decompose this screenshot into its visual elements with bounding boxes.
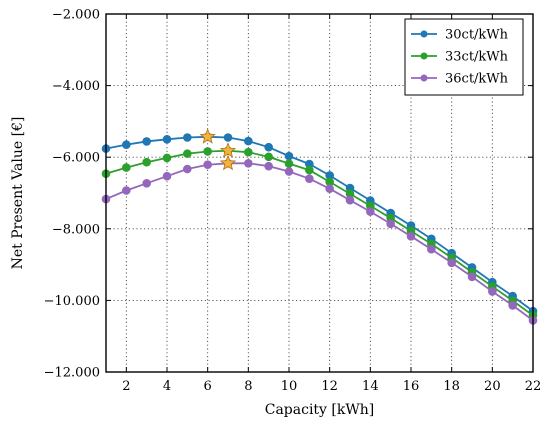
series-line-3 <box>105 162 534 322</box>
data-point <box>325 184 334 194</box>
legend-label: 30ct/kWh <box>445 28 509 43</box>
data-point <box>142 157 151 167</box>
optimum-star-marker <box>199 128 216 144</box>
legend-label: 36ct/kWh <box>445 72 509 87</box>
data-point <box>183 133 192 142</box>
data-point <box>203 160 212 170</box>
data-point <box>386 219 395 229</box>
data-point <box>366 207 375 216</box>
x-tick-label: 20 <box>484 379 501 394</box>
x-tick-label: 12 <box>321 379 338 394</box>
data-point <box>345 195 355 205</box>
tick-layer: 2 4 6 8 10 12 14 16 18 20 22 −2.000 −4.000 −6.000 −8.0… <box>44 8 542 395</box>
y-tick-label: −12.000 <box>44 366 100 381</box>
y-tick-label: −10.000 <box>44 294 100 309</box>
data-point <box>284 151 294 161</box>
data-point <box>508 301 517 310</box>
data-point <box>183 149 192 158</box>
data-point <box>122 186 131 195</box>
y-tick-label: −2.000 <box>52 8 100 23</box>
data-point <box>162 135 172 144</box>
data-point <box>162 153 172 163</box>
data-point <box>142 137 151 146</box>
data-point <box>305 165 314 175</box>
data-point <box>122 140 131 149</box>
y-tick-label: −4.000 <box>52 79 100 94</box>
data-point <box>264 161 273 171</box>
series-line-2 <box>105 149 534 317</box>
optimum-layer <box>199 128 237 171</box>
plot-frame <box>105 13 534 373</box>
data-point <box>406 232 416 241</box>
y-tick-label: −6.000 <box>52 151 100 166</box>
data-point <box>488 287 497 296</box>
data-point <box>305 174 314 183</box>
data-point <box>223 133 233 142</box>
x-tick-label: 4 <box>163 379 171 394</box>
x-tick-label: 10 <box>281 379 298 394</box>
x-tick-label: 8 <box>244 379 252 394</box>
data-point <box>264 142 273 152</box>
x-tick-label: 14 <box>362 379 379 394</box>
x-tick-label: 22 <box>525 379 542 394</box>
data-point <box>447 258 456 268</box>
legend-label: 33ct/kWh <box>445 50 509 65</box>
data-point <box>264 152 273 162</box>
data-point <box>244 147 253 157</box>
x-tick-label: 2 <box>122 379 130 394</box>
y-axis-label: Net Present Value [€] <box>10 117 26 270</box>
x-tick-label: 18 <box>443 379 460 394</box>
legend: 30ct/kWh 33ct/kWh 36ct/kWh <box>404 18 524 96</box>
data-point <box>203 147 212 156</box>
data-point <box>142 179 151 188</box>
x-tick-label: 16 <box>403 379 420 394</box>
legend-marker <box>420 30 428 38</box>
series-line-1 <box>105 135 534 312</box>
optimum-star-marker <box>219 142 237 158</box>
legend-marker <box>420 74 428 82</box>
series-layer <box>105 135 534 322</box>
data-point <box>183 164 192 174</box>
data-point <box>162 171 172 181</box>
data-point <box>427 244 436 254</box>
optimum-star-marker <box>219 154 237 171</box>
data-point <box>244 158 253 168</box>
data-point <box>284 167 294 176</box>
x-tick-label: 6 <box>204 379 212 394</box>
y-tick-label: −8.000 <box>52 222 100 237</box>
data-point <box>122 163 131 172</box>
x-axis-label: Capacity [kWh] <box>265 402 374 418</box>
data-point <box>244 136 253 146</box>
legend-marker <box>420 52 428 60</box>
data-point <box>467 272 477 282</box>
data-point <box>284 159 294 168</box>
